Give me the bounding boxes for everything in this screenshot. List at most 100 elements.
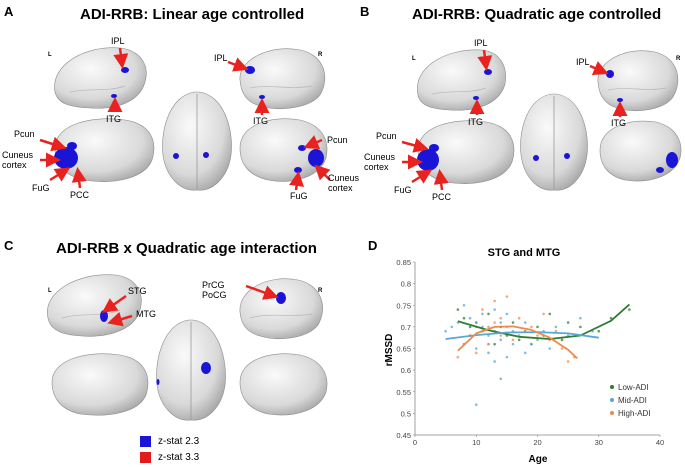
panel-c-mtg-label: MTG [136, 309, 156, 319]
panel-b-fug-left-label: FuG [394, 185, 412, 195]
panel-c-lateral-left-brain [47, 274, 142, 337]
panel-a-fug-right-activation [294, 167, 302, 173]
panel-a-pcun-left-label: Pcun [14, 129, 35, 139]
mid-adi-point [499, 321, 503, 324]
panel-b-ipl-left-activation [484, 69, 492, 75]
mid-adi-point [505, 312, 509, 316]
chart-title: STG and MTG [488, 247, 561, 259]
legend-label-mid-adi: Mid-ADI [618, 396, 647, 405]
legend-marker-mid-adi [610, 398, 614, 402]
panel-c-prcg-pocg-arrow [245, 284, 279, 300]
low-adi-point [536, 325, 539, 329]
panel-a-ipl-right-activation [245, 66, 255, 74]
chart-x-label: Age [529, 454, 548, 465]
y-tick-label: 0.55 [396, 388, 411, 397]
panel-b-cuneus-right-activation [666, 152, 678, 168]
low-adi-point [456, 308, 460, 311]
panel-d-chart: STG and MTG 0.45 0.5 0.55 0.6 0.65 0.7 0.75 0.8… [384, 247, 664, 465]
panel-c-right-marker: R [318, 288, 323, 294]
low-adi-point [548, 312, 552, 316]
panel-c-lateral-right-sulcus [249, 313, 313, 319]
panel-a-ipl-left-label: IPL [111, 36, 125, 46]
panel-a-fug-left-arrow [49, 167, 71, 182]
legend-label-z33: z-stat 3.3 [158, 452, 200, 463]
panel-a-itg-right-activation [259, 95, 265, 99]
mid-adi-point [511, 342, 515, 346]
high-adi-point [487, 342, 490, 346]
legend-marker-low-adi [610, 385, 614, 389]
low-adi-point [493, 342, 496, 346]
panel-c-prcg-label: PrCG [202, 280, 225, 290]
panel-b-pcun-left-arrow [401, 138, 429, 153]
mid-adi-point [493, 308, 496, 311]
high-adi-point [566, 360, 570, 363]
legend-swatch-z33 [140, 452, 151, 463]
mid-adi-point [450, 325, 454, 329]
panel-a-cuneus-right-label: Cuneus cortex [328, 173, 360, 193]
low-adi-point [560, 338, 564, 342]
panel-a-title: ADI-RRB: Linear age controlled [80, 6, 305, 23]
x-tick-label: 30 [595, 438, 603, 447]
panel-b-cuneus-left-activation [417, 149, 439, 171]
panel-c-stg-arrow [101, 294, 127, 313]
x-tick-label: 20 [533, 438, 541, 447]
y-tick-label: 0.75 [396, 301, 411, 310]
low-adi-point [511, 321, 515, 324]
high-adi-point [536, 334, 539, 337]
panel-c-mtg-arrow [107, 311, 133, 327]
panel-a-brains [39, 47, 331, 191]
panel-c-title: ADI-RRB x Quadratic age interaction [56, 240, 317, 257]
low-adi-point [566, 321, 570, 324]
panel-a-left-marker: L [48, 52, 52, 58]
mid-adi-point [530, 342, 533, 346]
mid-adi-point [554, 325, 558, 329]
low-adi-point [597, 329, 601, 333]
y-tick-label: 0.65 [396, 345, 411, 354]
high-adi-point [499, 334, 503, 337]
mid-adi-point [468, 316, 472, 320]
panel-b-title: ADI-RRB: Quadratic age controlled [412, 6, 662, 23]
low-adi-point [487, 312, 490, 316]
panel-a-lateral-right-sulcus [249, 85, 313, 89]
mid-adi-point [474, 321, 478, 324]
panel-a-right-marker: R [318, 52, 323, 58]
panel-b-medial-right-brain [599, 120, 682, 182]
panel-b-itg-left-label: ITG [468, 117, 483, 127]
panel-a-letter: A [4, 4, 14, 19]
mid-adi-point [444, 329, 447, 333]
low-adi-point [609, 316, 613, 320]
panel-c-brains [47, 274, 328, 421]
mid-adi-point [579, 316, 582, 320]
panel-a-ipl-left-activation [121, 67, 129, 73]
panel-a-top-view-activation-left [173, 153, 179, 159]
high-adi-point [499, 316, 503, 320]
high-adi-point [542, 312, 545, 316]
panel-b-right-marker: R [676, 56, 681, 62]
panel-c-top-view-activation-small [156, 379, 160, 385]
panel-a-pcc-left-arrow [71, 167, 87, 189]
panel-a-medial-right-brain [239, 118, 328, 182]
high-adi-point [511, 338, 515, 342]
chart-y-label: rMSSD [384, 334, 395, 367]
panel-b-left-marker: L [412, 56, 416, 62]
low-adi-fit-curve [457, 303, 630, 340]
panel-a-cuneus-left-activation [54, 147, 78, 169]
panel-b-pcun-left-activation [429, 144, 439, 152]
panel-a-ipl-right-label: IPL [214, 53, 228, 63]
y-tick-label: 0.8 [401, 280, 411, 289]
panel-c-medial-left-brain [51, 353, 149, 416]
x-tick-label: 40 [656, 438, 664, 447]
panel-c-left-marker: L [48, 288, 52, 294]
panel-c-stg-mtg-activation [100, 310, 108, 322]
x-tick-label: 0 [413, 438, 417, 447]
high-adi-point [487, 325, 490, 329]
mid-adi-point [493, 360, 496, 363]
legend-label-high-adi: High-ADI [618, 409, 650, 418]
legend-swatch-z23 [140, 436, 151, 447]
high-adi-point [517, 316, 521, 320]
panel-c-letter: C [4, 238, 14, 253]
panel-b-fug-left-arrow [411, 169, 433, 184]
panel-c-medial-right-brain [239, 353, 328, 416]
legend-marker-high-adi [610, 411, 614, 415]
